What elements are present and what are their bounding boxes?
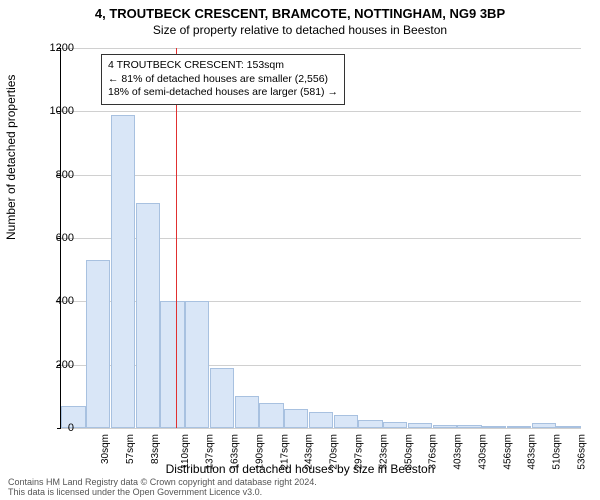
annotation-box: 4 TROUTBECK CRESCENT: 153sqm← 81% of det… — [101, 54, 345, 105]
histogram-bar — [86, 260, 110, 428]
chart-title: 4, TROUTBECK CRESCENT, BRAMCOTE, NOTTING… — [0, 0, 600, 21]
y-tick-label: 200 — [34, 359, 74, 371]
footer-attribution: Contains HM Land Registry data © Crown c… — [8, 478, 317, 498]
x-tick-label: 57sqm — [125, 434, 136, 464]
histogram-bar — [334, 415, 358, 428]
gridline — [61, 111, 581, 112]
reference-marker — [176, 48, 177, 428]
chart-container: 4, TROUTBECK CRESCENT, BRAMCOTE, NOTTING… — [0, 0, 600, 500]
y-axis-label: Number of detached properties — [4, 75, 18, 240]
histogram-bar — [507, 426, 531, 428]
histogram-bar — [235, 396, 259, 428]
histogram-bar — [556, 426, 580, 428]
y-tick-label: 1000 — [34, 105, 74, 117]
histogram-bar — [309, 412, 333, 428]
annotation-line: 4 TROUTBECK CRESCENT: 153sqm — [108, 59, 338, 73]
histogram-bar — [111, 115, 135, 429]
histogram-bar — [532, 423, 556, 428]
histogram-bar — [259, 403, 283, 428]
y-tick-label: 800 — [34, 169, 74, 181]
histogram-bar — [210, 368, 234, 428]
gridline — [61, 48, 581, 49]
x-axis-label: Distribution of detached houses by size … — [0, 462, 600, 476]
footer-line-2: This data is licensed under the Open Gov… — [8, 488, 317, 498]
x-tick-label: 83sqm — [150, 434, 161, 464]
histogram-bar — [284, 409, 308, 428]
histogram-bar — [383, 422, 407, 428]
histogram-bar — [185, 301, 209, 428]
y-tick-label: 400 — [34, 295, 74, 307]
histogram-bar — [160, 301, 184, 428]
annotation-line: ← 81% of detached houses are smaller (2,… — [108, 73, 338, 87]
histogram-bar — [408, 423, 432, 428]
histogram-bar — [433, 425, 457, 428]
x-tick-label: 30sqm — [100, 434, 111, 464]
chart-subtitle: Size of property relative to detached ho… — [0, 21, 600, 37]
y-tick-label: 1200 — [34, 42, 74, 54]
annotation-line: 18% of semi-detached houses are larger (… — [108, 86, 338, 100]
histogram-bar — [136, 203, 160, 428]
histogram-bar — [482, 426, 506, 428]
gridline — [61, 175, 581, 176]
gridline — [61, 428, 581, 429]
plot-area: 4 TROUTBECK CRESCENT: 153sqm← 81% of det… — [60, 48, 581, 429]
y-tick-label: 0 — [34, 422, 74, 434]
y-tick-label: 600 — [34, 232, 74, 244]
histogram-bar — [457, 425, 481, 428]
histogram-bar — [358, 420, 382, 428]
